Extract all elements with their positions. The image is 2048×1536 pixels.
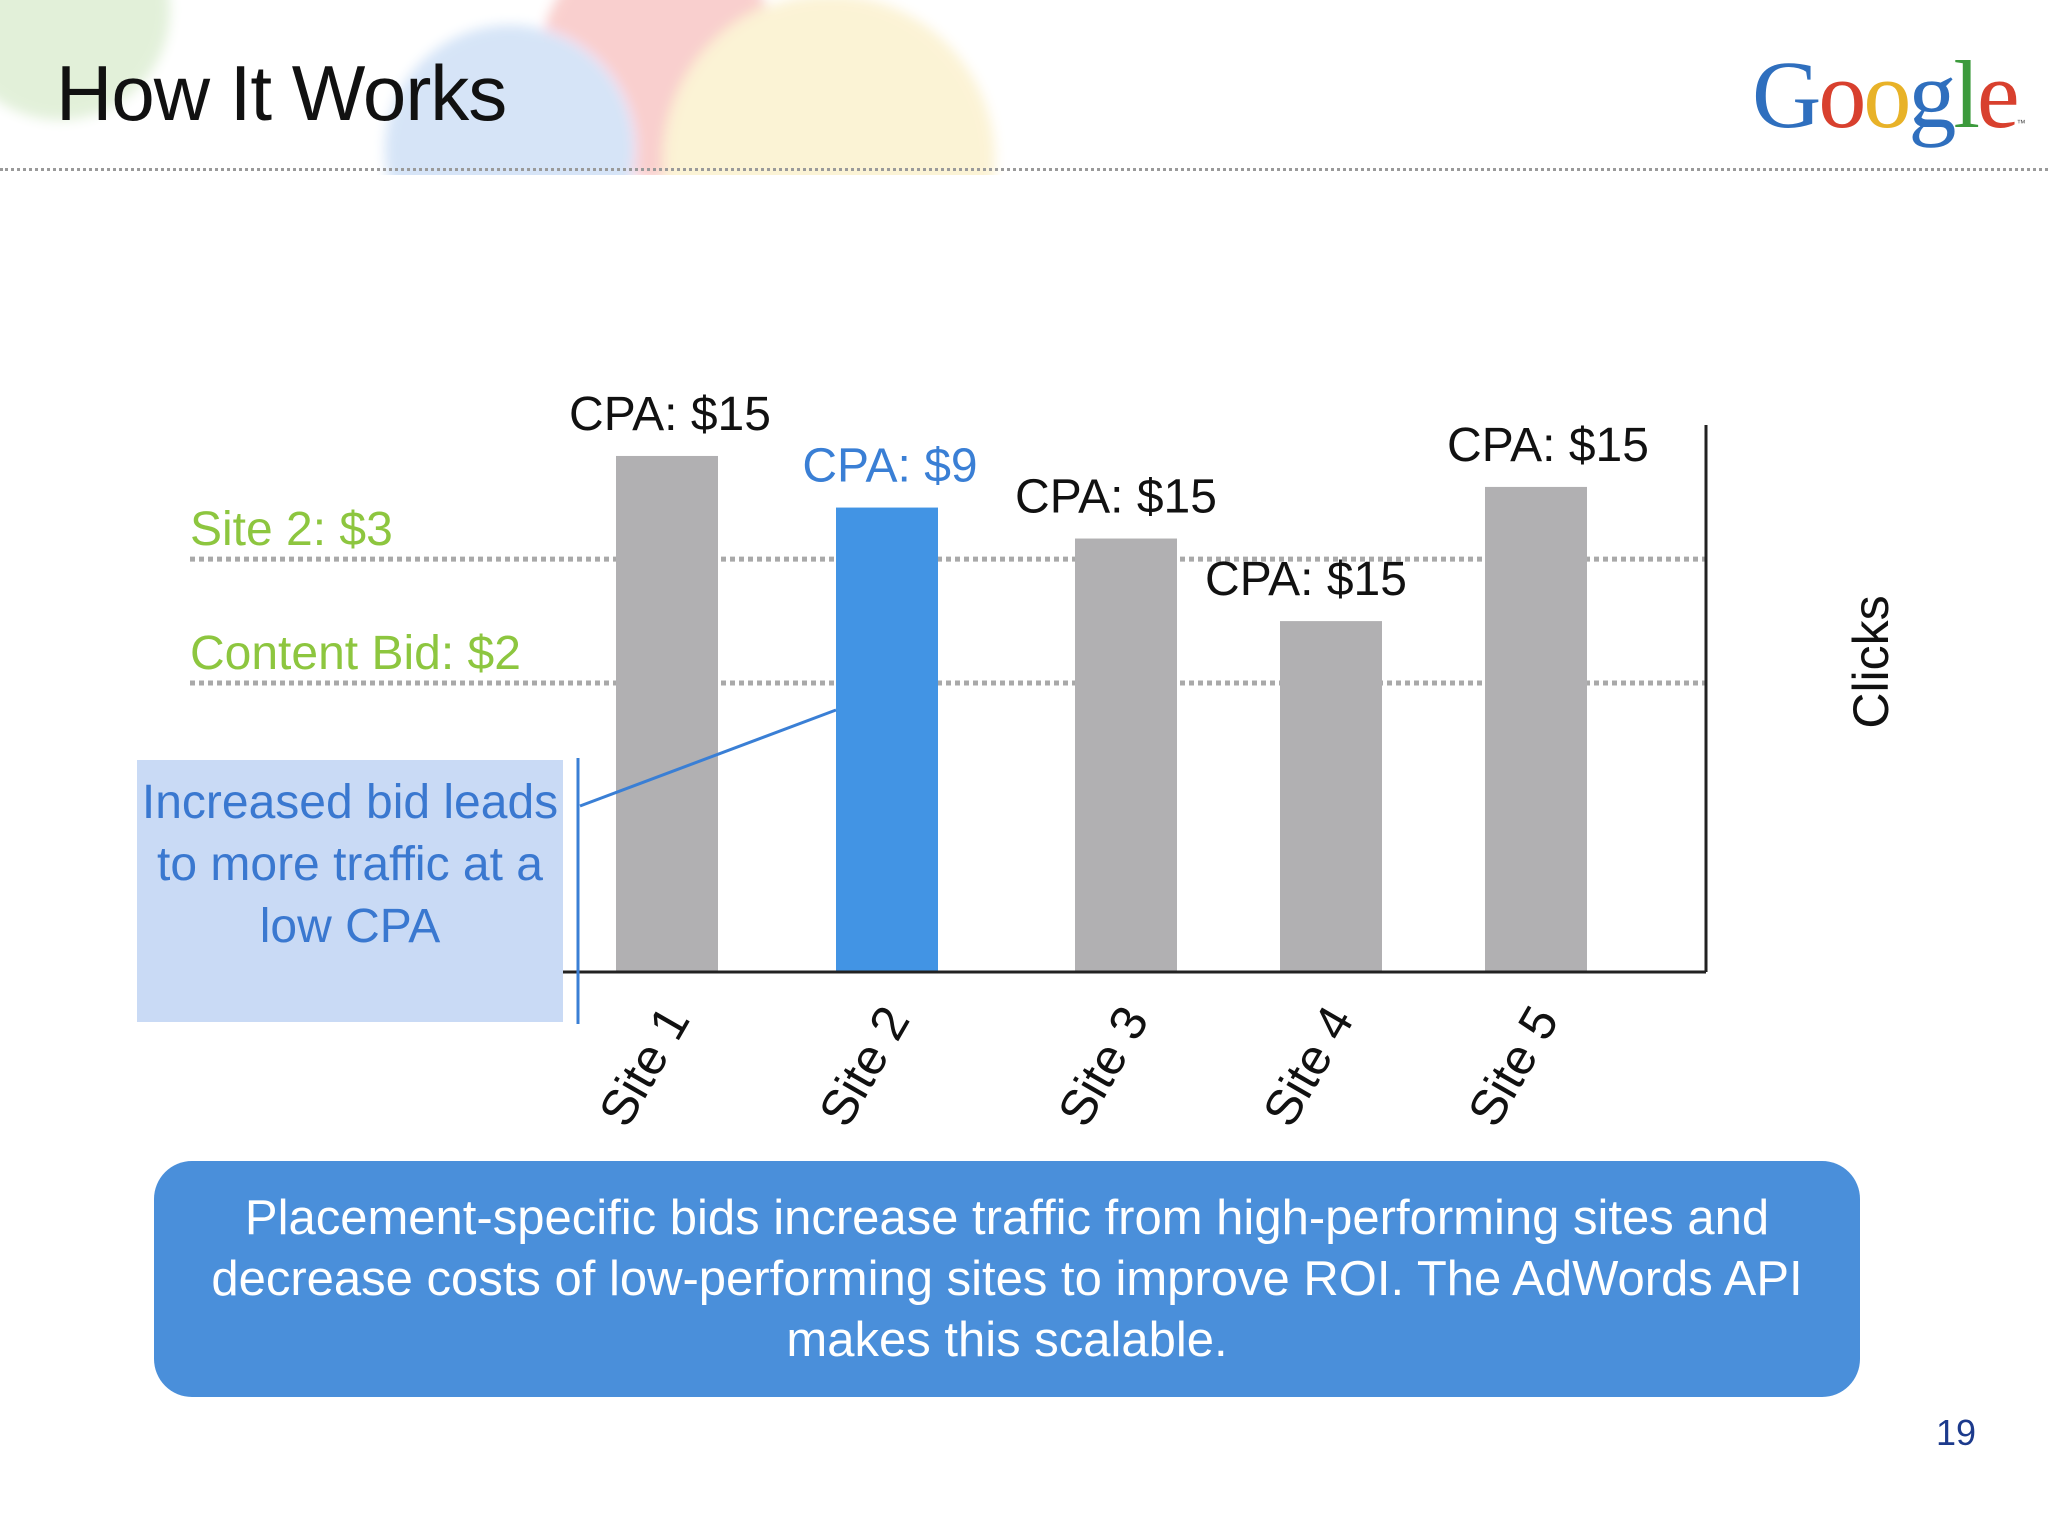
summary-banner: Placement-specific bids increase traffic… xyxy=(154,1161,1860,1397)
page-number: 19 xyxy=(1935,1412,1976,1453)
bars xyxy=(616,455,1587,972)
logo-letter: l xyxy=(1953,41,1980,148)
x-tick-label: Site 1 xyxy=(588,997,700,1136)
logo-letter: e xyxy=(1977,41,2020,148)
x-tick-label: Site 3 xyxy=(1047,997,1159,1136)
data-label: CPA: $15 xyxy=(1447,419,1649,472)
bar xyxy=(836,507,938,972)
data-label: CPA: $15 xyxy=(1015,471,1217,524)
logo-letter: o xyxy=(1818,41,1866,148)
x-tick-label: Site 4 xyxy=(1252,997,1364,1136)
data-labels: CPA: $15 CPA: $9 CPA: $15 CPA: $15 CPA: $15 xyxy=(569,388,1649,606)
axes: Clicks xyxy=(530,425,1899,974)
reference-line-label: Site 2: $3 xyxy=(190,503,393,556)
logo-trademark: ™ xyxy=(2016,118,2026,128)
data-label: CPA: $15 xyxy=(1205,553,1407,606)
reference-lines: Site 2: $3 Content Bid: $2 xyxy=(190,503,1706,686)
callout-box: Increased bid leads to more traffic at a… xyxy=(137,760,563,1022)
logo-letter: G xyxy=(1752,41,1821,148)
header-divider xyxy=(0,168,2048,171)
data-label: CPA: $15 xyxy=(569,388,771,441)
bar xyxy=(1075,538,1177,972)
logo-letter: g xyxy=(1908,41,1956,148)
x-tick-label: Site 2 xyxy=(808,997,920,1136)
summary-text: Placement-specific bids increase traffic… xyxy=(211,1190,1803,1367)
logo-letter: o xyxy=(1863,41,1911,148)
header-decoration xyxy=(0,0,2048,175)
callout-pointer xyxy=(579,708,837,808)
reference-line-label: Content Bid: $2 xyxy=(190,627,521,680)
x-tick-label: Site 5 xyxy=(1457,997,1569,1136)
data-label: CPA: $9 xyxy=(802,440,977,493)
google-logo: Google™ xyxy=(1752,40,2026,150)
bar xyxy=(616,455,718,972)
bar xyxy=(1485,486,1587,972)
y-axis-label: Clicks xyxy=(1843,595,1899,728)
callout-connector xyxy=(576,708,837,1024)
slide-title: How It Works xyxy=(56,49,507,137)
x-tick-labels: Site 1 Site 2 Site 3 Site 4 Site 5 xyxy=(588,997,1569,1136)
bar xyxy=(1280,621,1382,972)
